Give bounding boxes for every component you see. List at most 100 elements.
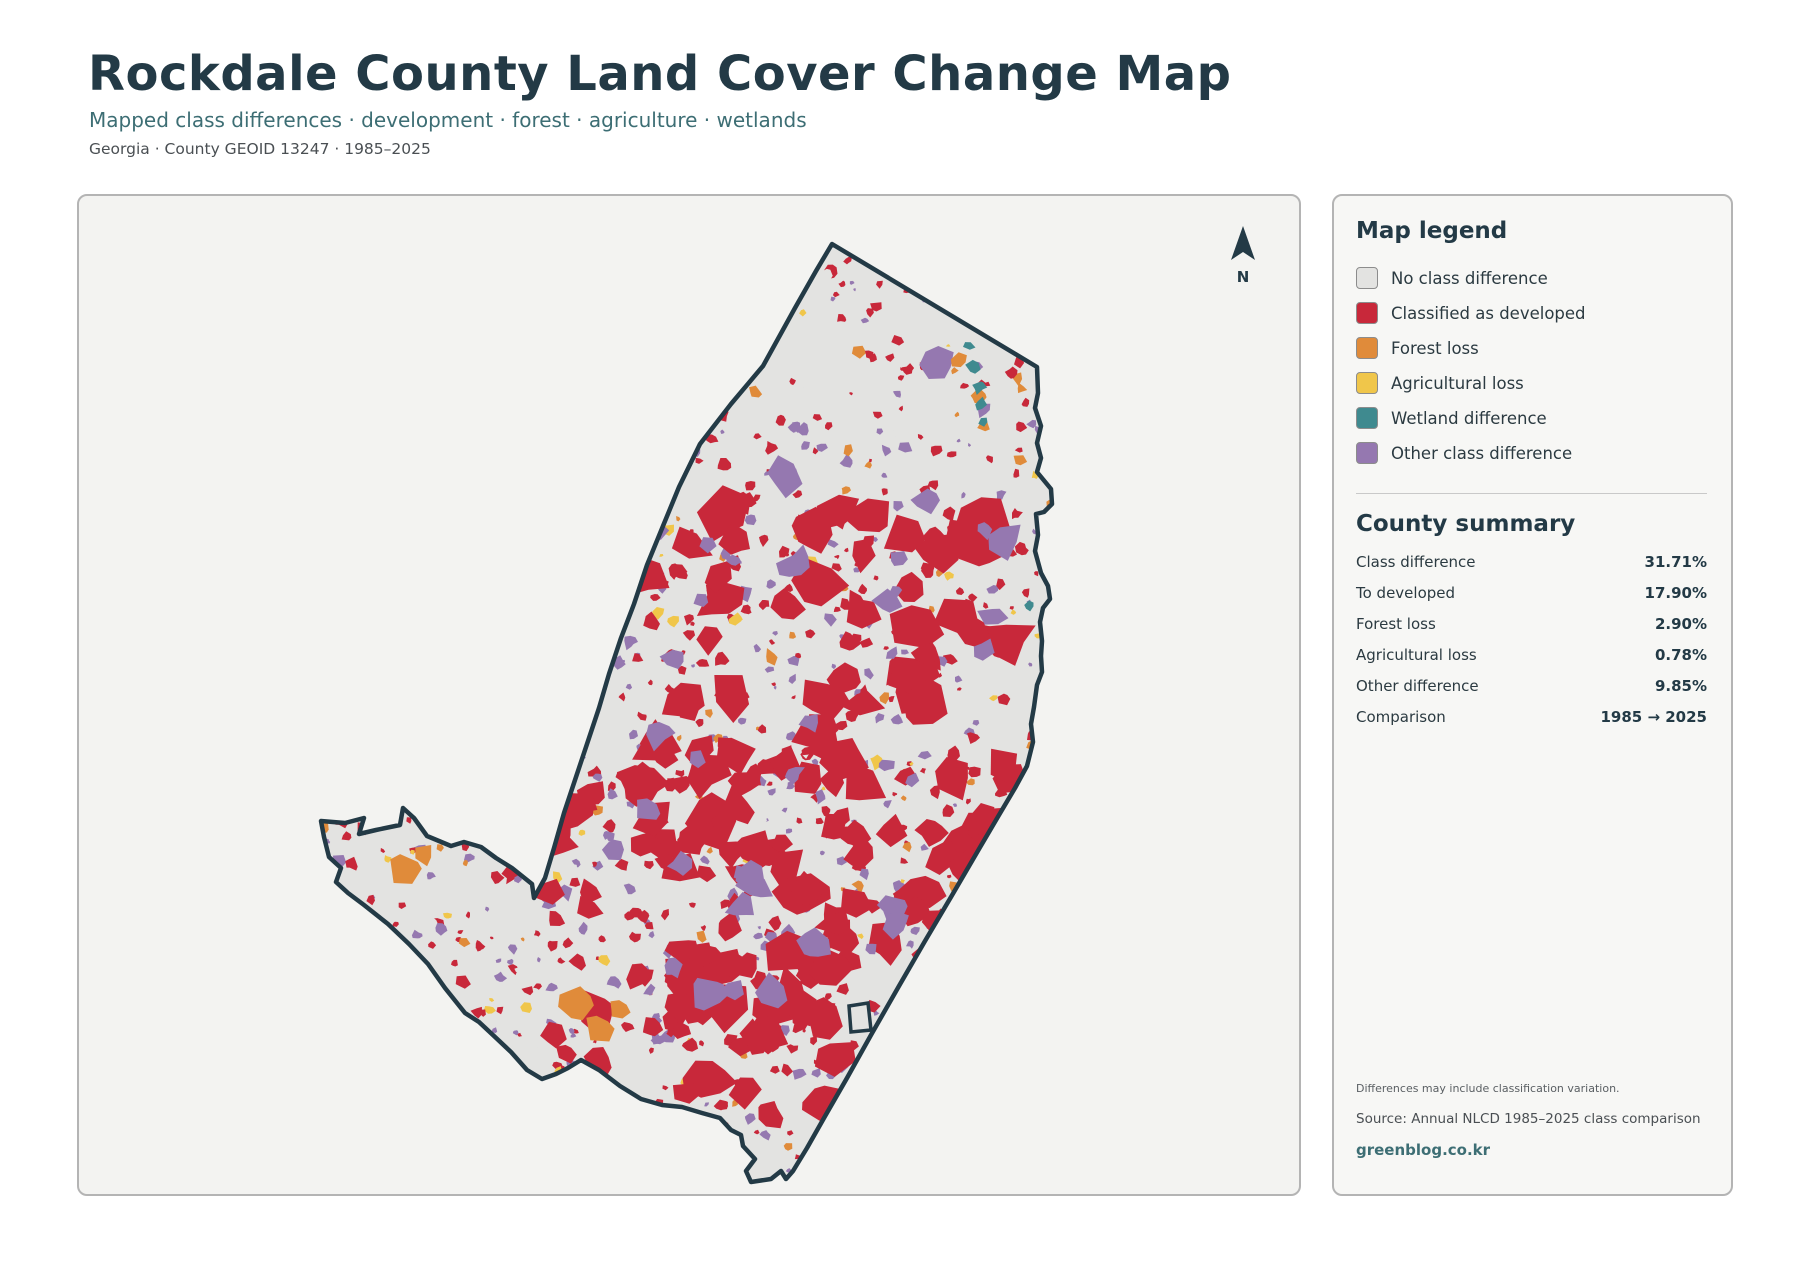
change-patch — [411, 1037, 422, 1047]
change-patch — [346, 548, 357, 563]
change-patch — [756, 726, 760, 731]
change-patch — [788, 673, 796, 684]
change-patch — [1043, 986, 1052, 997]
change-patch — [589, 1082, 598, 1090]
change-patch — [925, 838, 961, 875]
change-patch — [966, 778, 975, 786]
change-patch — [352, 699, 358, 705]
change-patch — [956, 438, 961, 443]
change-patch — [769, 1065, 780, 1074]
change-patch — [514, 967, 523, 974]
county-map[interactable] — [79, 196, 1301, 1196]
change-patch — [615, 1116, 622, 1123]
change-patch — [406, 1163, 420, 1177]
change-patch — [501, 579, 510, 586]
change-patch — [849, 280, 855, 285]
change-patch — [926, 948, 941, 961]
change-patch — [789, 870, 825, 907]
change-patch — [570, 1033, 577, 1038]
change-patch — [334, 335, 339, 340]
change-patch — [721, 381, 736, 391]
change-patch — [410, 668, 418, 676]
change-patch — [831, 663, 837, 670]
change-patch — [986, 455, 993, 464]
change-patch — [991, 875, 1000, 884]
change-patch — [704, 339, 716, 352]
change-patch — [405, 1159, 411, 1166]
change-patch — [1047, 810, 1052, 816]
change-patch — [892, 1105, 903, 1117]
change-patch — [928, 605, 935, 613]
change-patch — [683, 508, 688, 513]
change-patch — [472, 756, 484, 770]
change-patch — [1053, 1047, 1066, 1060]
change-patch — [701, 263, 711, 273]
change-patch — [351, 484, 362, 496]
county-enclave — [847, 1000, 873, 1034]
change-patch — [577, 895, 604, 919]
change-patch — [540, 640, 549, 650]
change-patch — [839, 631, 863, 651]
change-patch — [964, 888, 974, 897]
change-patch — [395, 1180, 402, 1182]
change-patch — [728, 615, 742, 626]
change-patch — [533, 1045, 540, 1052]
change-patch — [500, 263, 511, 273]
change-patch — [465, 911, 470, 919]
change-patch — [563, 358, 568, 363]
change-patch — [821, 786, 826, 791]
change-patch — [585, 693, 594, 702]
change-patch — [723, 259, 729, 264]
change-patch — [982, 285, 988, 291]
change-patch — [321, 538, 323, 545]
change-patch — [734, 952, 757, 979]
change-patch — [1045, 331, 1052, 336]
change-patch — [537, 738, 547, 750]
change-patch — [691, 664, 695, 668]
change-patch — [340, 301, 350, 314]
change-patch — [349, 1152, 356, 1158]
change-patch — [979, 430, 983, 434]
change-patch — [702, 294, 714, 305]
map-panel[interactable] — [77, 194, 1301, 1196]
change-patch — [783, 1143, 793, 1151]
change-patch — [866, 308, 874, 318]
change-patch — [441, 537, 447, 544]
change-patch — [1014, 541, 1029, 556]
change-patch — [993, 967, 999, 972]
change-patch — [538, 595, 544, 604]
change-patch — [849, 392, 853, 396]
change-patch — [398, 631, 408, 638]
change-patch — [947, 943, 958, 955]
change-patch — [328, 400, 342, 412]
change-patch — [901, 363, 915, 375]
change-patch — [378, 307, 386, 315]
change-patch — [338, 551, 345, 561]
change-patch — [881, 465, 885, 469]
change-patch — [808, 950, 854, 986]
change-patch — [379, 1138, 391, 1149]
change-patch — [1049, 1008, 1052, 1020]
change-patch — [372, 930, 387, 940]
change-patch — [461, 514, 475, 529]
change-patch — [532, 514, 539, 520]
change-patch — [909, 1174, 921, 1182]
change-patch — [745, 298, 753, 307]
change-patch — [537, 370, 550, 381]
change-patch — [460, 358, 467, 363]
change-patch — [422, 423, 428, 427]
change-patch — [547, 762, 560, 776]
change-patch — [1001, 334, 1008, 341]
change-patch — [407, 651, 413, 660]
change-patch — [377, 580, 384, 587]
change-patch — [347, 392, 356, 402]
change-patch — [1046, 522, 1052, 532]
change-patch — [321, 1039, 325, 1044]
credit-link[interactable]: greenblog.co.kr — [1356, 1141, 1491, 1159]
change-patch — [415, 845, 432, 867]
change-patch — [968, 766, 981, 778]
change-patch — [942, 804, 955, 817]
change-patch — [606, 464, 630, 488]
change-patch — [796, 422, 809, 436]
change-patch — [467, 267, 473, 271]
